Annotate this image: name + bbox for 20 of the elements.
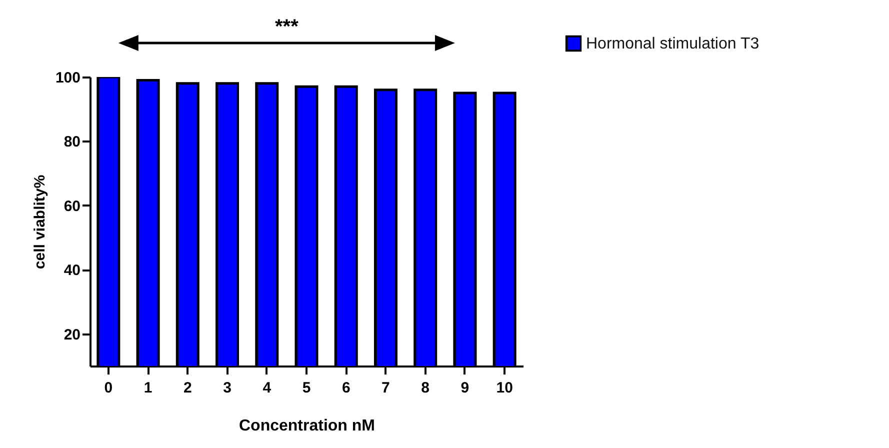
x-tick-label: 8 bbox=[421, 380, 430, 396]
x-tick-label: 5 bbox=[302, 380, 311, 396]
x-tick-label: 1 bbox=[144, 380, 152, 396]
y-tick-label: 20 bbox=[64, 326, 80, 344]
y-tick-label: 40 bbox=[64, 262, 80, 280]
x-tick-label: 3 bbox=[223, 380, 232, 396]
legend-label: Hormonal stimulation T3 bbox=[586, 36, 760, 52]
x-tick-label: 6 bbox=[342, 380, 350, 396]
y-tick-label: 100 bbox=[55, 70, 80, 86]
x-tick-label: 9 bbox=[460, 380, 470, 396]
x-tick-label: 0 bbox=[104, 380, 113, 396]
x-tick-label: 10 bbox=[496, 380, 513, 396]
x-axis-title: Concentration nM bbox=[239, 418, 375, 434]
y-axis-title: cell viablity% bbox=[31, 174, 48, 270]
y-tick-label: 80 bbox=[64, 134, 80, 151]
x-tick-label: 7 bbox=[382, 380, 390, 396]
text: *** bbox=[275, 16, 299, 38]
y-tick-label: 60 bbox=[64, 198, 80, 215]
x-tick-label: 4 bbox=[262, 380, 272, 396]
x-tick-label: 2 bbox=[183, 380, 192, 396]
